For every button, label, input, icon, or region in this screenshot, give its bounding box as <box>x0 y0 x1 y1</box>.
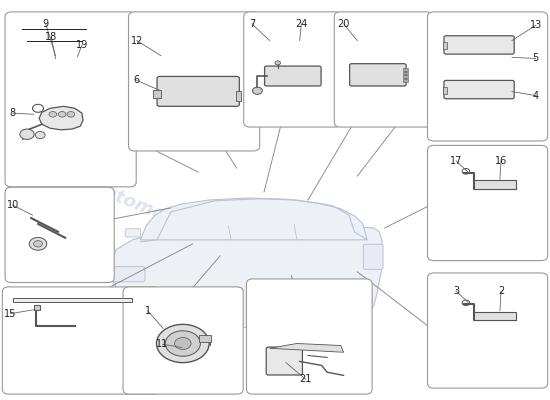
Circle shape <box>308 304 340 328</box>
Bar <box>443 42 447 49</box>
Circle shape <box>49 112 57 117</box>
FancyBboxPatch shape <box>334 12 432 127</box>
FancyBboxPatch shape <box>427 12 548 141</box>
FancyBboxPatch shape <box>350 64 406 86</box>
Circle shape <box>160 300 192 324</box>
FancyBboxPatch shape <box>113 266 145 282</box>
Bar <box>153 90 161 98</box>
Text: 5: 5 <box>532 54 538 64</box>
Text: 20: 20 <box>337 19 350 29</box>
Text: 24: 24 <box>295 19 307 29</box>
Text: 11: 11 <box>156 339 169 349</box>
Text: 2: 2 <box>498 286 504 296</box>
Circle shape <box>58 112 66 117</box>
Text: 6: 6 <box>134 76 140 86</box>
Bar <box>403 68 408 71</box>
Text: 17: 17 <box>450 156 462 166</box>
FancyBboxPatch shape <box>444 80 514 99</box>
Text: 10: 10 <box>7 200 19 210</box>
Text: 7: 7 <box>249 19 255 29</box>
FancyBboxPatch shape <box>364 244 383 269</box>
Text: 19: 19 <box>76 40 88 50</box>
Circle shape <box>252 87 262 94</box>
Bar <box>199 335 211 342</box>
FancyBboxPatch shape <box>444 36 514 54</box>
FancyBboxPatch shape <box>244 12 342 127</box>
FancyBboxPatch shape <box>129 12 260 151</box>
Text: 9: 9 <box>42 19 49 29</box>
Circle shape <box>29 238 47 250</box>
Bar <box>403 72 408 74</box>
Bar <box>403 79 408 82</box>
FancyBboxPatch shape <box>125 229 141 237</box>
FancyBboxPatch shape <box>5 12 136 187</box>
FancyBboxPatch shape <box>246 279 372 394</box>
FancyBboxPatch shape <box>427 273 548 388</box>
Circle shape <box>20 129 34 140</box>
Text: 13: 13 <box>530 20 542 30</box>
Bar <box>235 91 241 101</box>
FancyBboxPatch shape <box>5 187 114 282</box>
FancyBboxPatch shape <box>427 145 548 260</box>
FancyBboxPatch shape <box>2 287 161 394</box>
Circle shape <box>157 324 209 363</box>
Text: 21: 21 <box>300 374 312 384</box>
FancyBboxPatch shape <box>266 347 302 375</box>
FancyBboxPatch shape <box>265 66 321 86</box>
Circle shape <box>67 112 75 117</box>
Polygon shape <box>113 224 382 328</box>
Bar <box>443 87 447 94</box>
Circle shape <box>34 241 42 247</box>
Circle shape <box>166 331 200 356</box>
Bar <box>474 312 516 320</box>
Text: 3: 3 <box>453 286 459 296</box>
Polygon shape <box>13 298 133 302</box>
Text: autodoc
automotive parts since 1985: autodoc automotive parts since 1985 <box>89 160 373 304</box>
Bar <box>474 180 516 189</box>
Polygon shape <box>141 198 367 240</box>
FancyBboxPatch shape <box>157 76 239 106</box>
Text: 12: 12 <box>130 36 143 46</box>
Polygon shape <box>270 344 344 352</box>
Bar <box>403 75 408 78</box>
Text: 16: 16 <box>495 156 507 166</box>
Text: 18: 18 <box>45 32 57 42</box>
Text: 1: 1 <box>145 306 151 316</box>
Bar <box>34 305 40 310</box>
Text: 4: 4 <box>532 90 538 100</box>
Polygon shape <box>39 106 83 130</box>
FancyBboxPatch shape <box>123 287 243 394</box>
Circle shape <box>275 61 280 65</box>
Circle shape <box>174 338 191 350</box>
Text: 15: 15 <box>4 309 16 319</box>
Text: 8: 8 <box>10 108 16 118</box>
Circle shape <box>35 132 45 139</box>
